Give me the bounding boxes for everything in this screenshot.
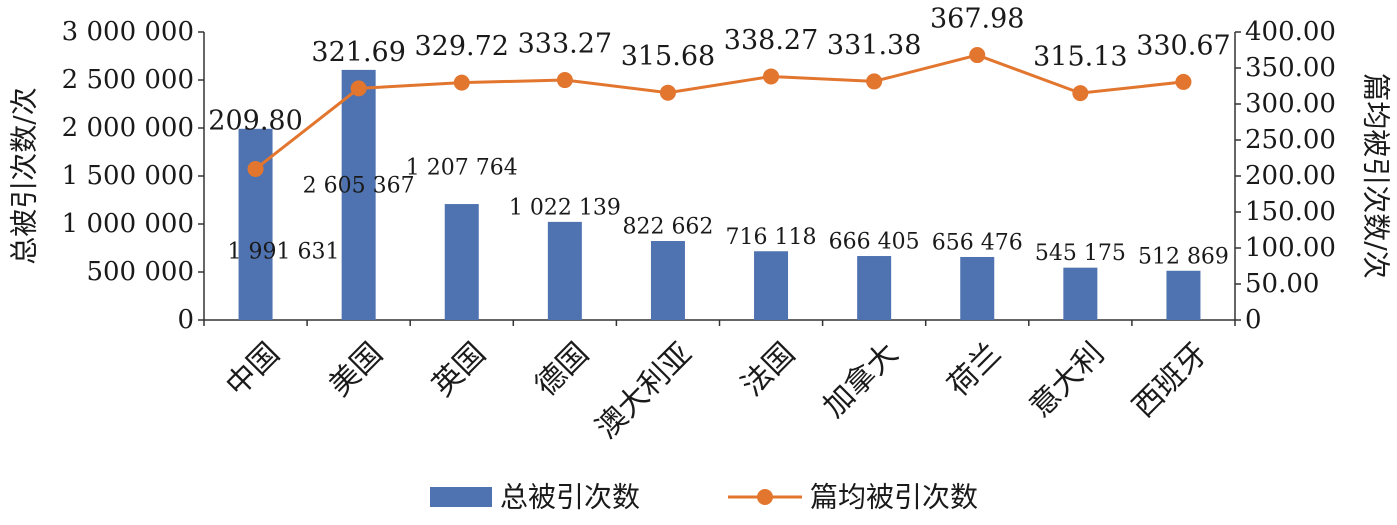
line-value-label: 338.27	[724, 25, 818, 56]
category-label: 美国	[322, 336, 389, 403]
category-label: 澳大利亚	[589, 336, 699, 446]
category-label: 中国	[219, 336, 286, 403]
bar	[650, 241, 685, 320]
line-series-path	[254, 53, 1184, 171]
bar-value-label: 545 175	[1035, 241, 1126, 266]
y-axis-title: 总被引次数/次	[8, 87, 41, 264]
bar-value-label: 512 869	[1138, 244, 1229, 269]
y2-tick-label: 100.00	[1245, 233, 1336, 263]
y-tick-label: 0	[177, 305, 194, 335]
line-point	[659, 84, 676, 101]
y-tick-label: 2 500 000	[62, 65, 194, 95]
line-point	[763, 68, 780, 85]
category-label: 法国	[735, 336, 802, 403]
line-value-label: 333.27	[518, 29, 612, 60]
y-tick-label: 3 000 000	[62, 17, 194, 47]
line-value-label: 367.98	[930, 4, 1024, 35]
y2-tick-label: 200.00	[1245, 161, 1336, 191]
legend-bar-swatch	[430, 487, 492, 507]
y2-tick-label: 300.00	[1245, 89, 1336, 119]
y-tick-label: 1 000 000	[62, 209, 194, 239]
bar-value-label: 1 207 764	[406, 156, 518, 181]
bar	[754, 251, 789, 320]
line-point	[969, 47, 986, 64]
line-value-label: 315.13	[1033, 42, 1127, 73]
line-value-label: 315.68	[621, 41, 715, 72]
bar	[857, 256, 892, 320]
line-value-label: 209.80	[208, 106, 302, 137]
y2-tick-label: 150.00	[1245, 197, 1336, 227]
bar	[444, 204, 479, 320]
legend-bar-label: 总被引次数	[500, 481, 640, 514]
legend-line-label: 篇均被引次数	[810, 481, 978, 514]
line-point	[1072, 85, 1089, 102]
category-label: 意大利	[1023, 336, 1111, 424]
y2-tick-label: 250.00	[1245, 125, 1336, 155]
y-tick-label: 500 000	[86, 257, 194, 287]
y2-tick-label: 0	[1245, 305, 1262, 335]
y-tick-label: 1 500 000	[62, 161, 194, 191]
y2-tick-label: 350.00	[1245, 53, 1336, 83]
bar-value-label: 716 118	[726, 225, 817, 250]
category-label: 西班牙	[1126, 336, 1214, 424]
line-point	[247, 160, 264, 177]
y2-tick-label: 50.00	[1245, 269, 1319, 299]
y2-tick-label: 400.00	[1245, 17, 1336, 47]
line-value-label: 321.69	[311, 37, 405, 68]
line-point	[350, 80, 367, 97]
bar	[238, 128, 273, 320]
line-value-label: 330.67	[1136, 30, 1230, 61]
line-value-label: 329.72	[415, 31, 509, 62]
legend-line-marker	[757, 489, 773, 505]
y-tick-label: 2 000 000	[62, 113, 194, 143]
bar-value-label: 1 022 139	[509, 195, 621, 220]
bar	[341, 69, 376, 320]
bar-value-label: 822 662	[622, 215, 713, 240]
category-label: 荷兰	[941, 336, 1008, 403]
bar-value-label: 656 476	[932, 230, 1023, 255]
line-point	[556, 72, 573, 89]
bar	[960, 256, 995, 320]
bar-value-label: 1 991 631	[228, 240, 340, 265]
category-label: 加拿大	[817, 336, 905, 424]
line-point	[866, 73, 883, 90]
bar	[547, 221, 582, 320]
bar-value-label: 666 405	[829, 230, 920, 255]
category-label: 英国	[426, 336, 493, 403]
line-point	[453, 74, 470, 91]
bar	[1166, 270, 1201, 320]
bar	[1063, 267, 1098, 320]
bar-value-label: 2 605 367	[303, 174, 415, 199]
line-value-label: 331.38	[827, 30, 921, 61]
line-point	[1175, 73, 1192, 90]
category-label: 德国	[529, 336, 596, 403]
y2-axis-title: 篇均被引次数/次	[1360, 73, 1393, 278]
